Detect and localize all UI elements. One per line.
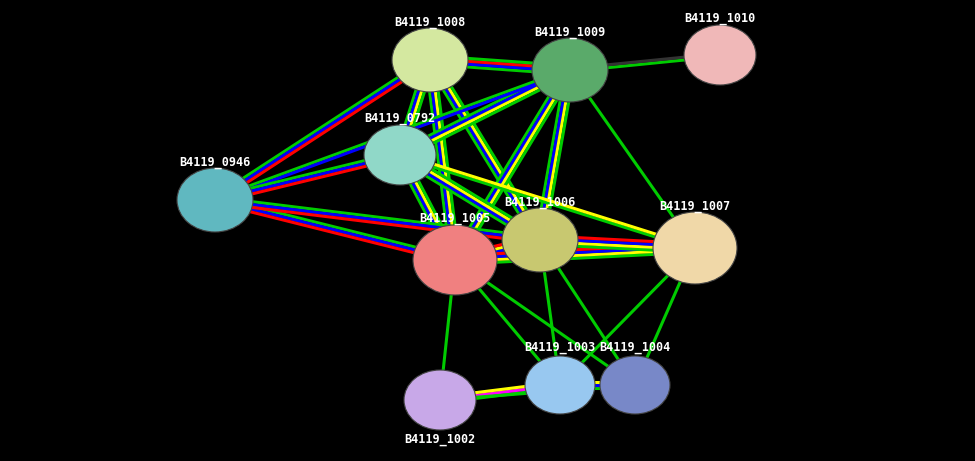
Ellipse shape [525,356,595,414]
Text: B4119_1010: B4119_1010 [684,12,756,24]
Text: B4119_1004: B4119_1004 [600,342,671,355]
Ellipse shape [413,225,497,295]
Text: B4119_0792: B4119_0792 [365,112,436,124]
Ellipse shape [404,370,476,430]
Text: B4119_1009: B4119_1009 [534,25,605,39]
Ellipse shape [392,28,468,92]
Ellipse shape [653,212,737,284]
Text: B4119_1002: B4119_1002 [405,433,476,447]
Ellipse shape [364,125,436,185]
Text: B4119_1006: B4119_1006 [504,195,575,208]
Ellipse shape [502,208,578,272]
Ellipse shape [177,168,253,232]
Text: B4119_1008: B4119_1008 [394,16,466,29]
Text: B4119_1003: B4119_1003 [525,342,596,355]
Text: B4119_1005: B4119_1005 [419,212,490,225]
Text: B4119_0946: B4119_0946 [179,155,251,169]
Ellipse shape [532,38,608,102]
Ellipse shape [600,356,670,414]
Text: B4119_1007: B4119_1007 [659,200,730,213]
Ellipse shape [684,25,756,85]
